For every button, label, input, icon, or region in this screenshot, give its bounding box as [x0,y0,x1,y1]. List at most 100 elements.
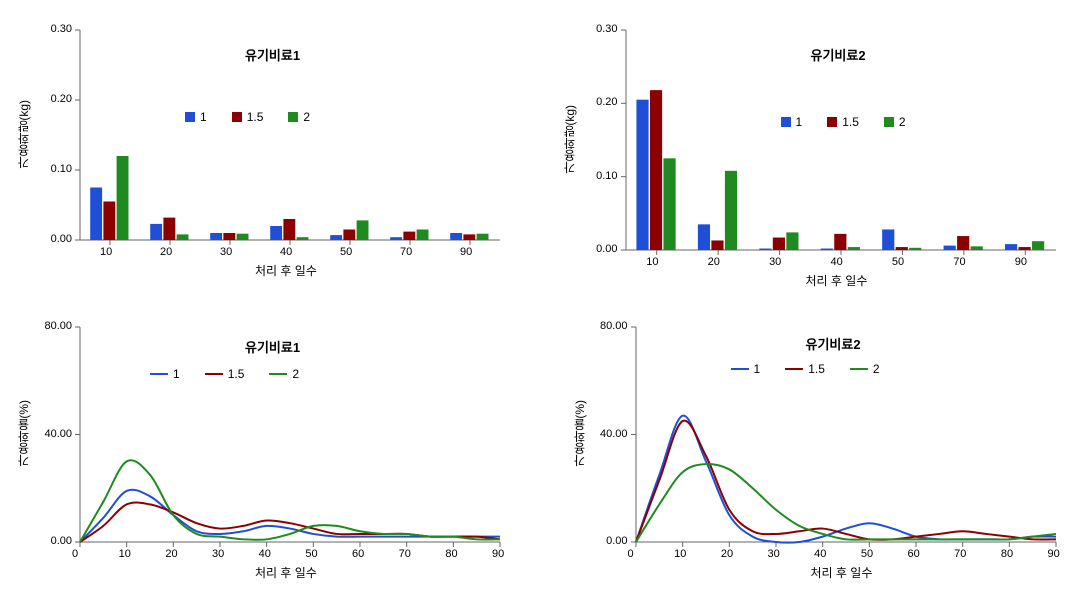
bar [417,230,429,241]
x-tick-label: 90 [492,548,504,560]
legend-swatch [232,112,242,122]
legend-swatch [785,368,803,370]
x-tick-label: 40 [259,548,271,560]
legend-label: 1.5 [228,367,245,381]
x-tick-label: 50 [305,548,317,560]
legend-item: 1 [185,110,207,124]
x-tick-label: 0 [628,548,634,560]
bar [90,188,102,241]
x-tick-label: 80 [445,548,457,560]
legend-label: 1.5 [842,115,859,129]
y-axis-label: 가용화율(%) [15,400,32,467]
bar [847,247,859,250]
legend-item: 1 [150,367,180,381]
legend-item: 1.5 [205,367,245,381]
legend-label: 2 [873,362,880,376]
bar [477,234,489,240]
y-tick-label: 0.20 [32,93,72,105]
chart-title: 유기비료2 [811,45,866,64]
legend-label: 1.5 [808,362,825,376]
x-tick-label: 30 [768,548,780,560]
bar [895,247,907,250]
legend-label: 2 [303,110,310,124]
x-tick-label: 50 [892,256,904,268]
x-tick-label: 30 [769,256,781,268]
bar [834,234,846,250]
bar-chart-organic1: 0.000.100.200.30유기비료1가용화량(kg)처리 후 일수11.5… [0,0,545,302]
bar-chart-organic2: 0.000.100.200.30유기비료2가용화량(kg)처리 후 일수11.5… [546,0,1091,302]
bar [1032,241,1044,250]
legend: 11.52 [150,367,299,381]
bar [297,237,309,240]
x-tick-label: 70 [954,548,966,560]
x-tick-label: 90 [460,246,472,258]
bar [210,233,222,240]
bar [970,246,982,250]
x-axis-label: 처리 후 일수 [811,564,873,581]
bar [1005,244,1017,250]
legend-item: 1 [781,115,803,129]
legend-swatch [850,368,868,370]
chart-title: 유기비료1 [245,45,300,64]
legend: 11.52 [185,110,310,124]
legend-item: 2 [288,110,310,124]
y-tick-label: 80.00 [32,320,72,332]
bar [724,171,736,250]
x-tick-label: 20 [708,256,720,268]
legend-item: 1.5 [785,362,825,376]
bar [150,224,162,240]
legend: 11.52 [731,362,880,376]
y-tick-label: 0.00 [588,535,628,547]
legend-swatch [731,368,749,370]
legend-swatch [827,117,837,127]
series-line [636,416,1056,543]
legend-item: 2 [884,115,906,129]
series-line [636,421,1056,542]
y-tick-label: 0.30 [578,23,618,35]
legend-label: 1 [173,367,180,381]
y-axis-label: 가용화량(kg) [15,100,32,169]
bar [786,232,798,250]
bar [270,226,282,240]
bar [882,229,894,250]
x-tick-label: 40 [280,246,292,258]
x-tick-label: 80 [1001,548,1013,560]
x-tick-label: 10 [100,246,112,258]
bar [283,219,295,240]
y-tick-label: 0.10 [578,170,618,182]
x-tick-label: 10 [119,548,131,560]
bar [463,234,475,240]
y-tick-label: 0.00 [578,243,618,255]
x-tick-label: 70 [399,548,411,560]
x-tick-label: 70 [400,246,412,258]
y-tick-label: 0.20 [578,96,618,108]
legend-swatch [781,117,791,127]
bar [759,249,771,250]
x-tick-label: 20 [160,246,172,258]
bar [163,218,175,240]
legend-label: 2 [292,367,299,381]
y-axis-label: 가용화량(kg) [561,105,578,174]
series-line [636,464,1056,542]
x-axis-label: 처리 후 일수 [255,564,317,581]
x-axis-label: 처리 후 일수 [255,262,317,279]
x-tick-label: 70 [953,256,965,268]
x-tick-label: 10 [646,256,658,268]
legend-label: 1 [200,110,207,124]
y-tick-label: 0.10 [32,163,72,175]
bar [343,230,355,241]
legend-item: 1 [731,362,761,376]
x-tick-label: 20 [165,548,177,560]
x-tick-label: 30 [220,246,232,258]
legend-swatch [205,373,223,375]
bar [450,233,462,240]
legend-item: 2 [269,367,299,381]
bar [663,158,675,250]
y-tick-label: 0.30 [32,23,72,35]
x-tick-label: 60 [908,548,920,560]
bar [117,156,129,240]
line-chart-organic1: 0.0040.0080.00유기비료1가용화율(%)처리 후 일수11.5201… [0,302,545,604]
legend-item: 2 [850,362,880,376]
x-tick-label: 10 [674,548,686,560]
bar [649,90,661,250]
